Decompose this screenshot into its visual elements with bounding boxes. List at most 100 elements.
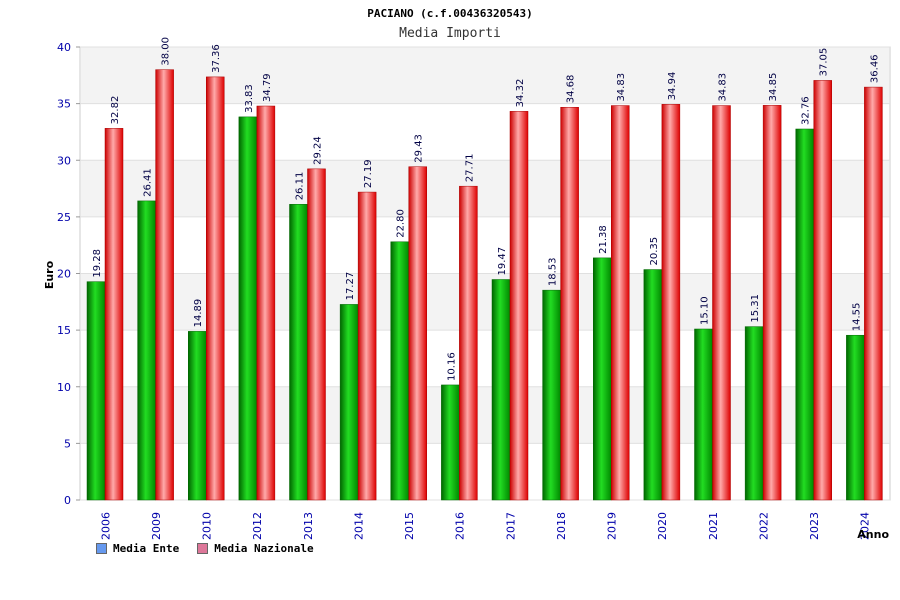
y-axis-ticks: 0 5 10 15 20 25 30 35 40 xyxy=(57,41,80,507)
bar-ente-2017 xyxy=(491,279,511,501)
bar-ente-2024 xyxy=(846,334,865,501)
data-label: 19.47 xyxy=(497,247,508,276)
bar-ente-2019 xyxy=(593,257,612,501)
bar-ente-2009 xyxy=(137,200,156,501)
y-tick-label: 20 xyxy=(57,268,71,281)
y-tick-label: 15 xyxy=(57,324,71,337)
data-label: 15.10 xyxy=(700,296,711,325)
data-label: 34.83 xyxy=(616,73,627,102)
data-label: 29.24 xyxy=(313,136,324,165)
data-label: 34.68 xyxy=(566,75,577,104)
x-tick-label: 2019 xyxy=(606,512,619,540)
bar-nazionale-2012 xyxy=(256,105,276,501)
data-label: 14.55 xyxy=(851,303,862,332)
bar-ente-2016 xyxy=(441,384,460,501)
x-tick-label: 2010 xyxy=(201,512,214,540)
data-label: 26.41 xyxy=(143,168,154,197)
bar-ente-2022 xyxy=(744,326,764,501)
x-tick-label: 2018 xyxy=(555,512,568,540)
legend-item-ente: Media Ente xyxy=(96,542,179,555)
bar-nazionale-2017 xyxy=(509,111,529,501)
x-tick-label: 2023 xyxy=(808,512,821,540)
data-label: 10.16 xyxy=(446,352,457,381)
data-label: 14.89 xyxy=(193,299,204,328)
data-label: 32.82 xyxy=(110,96,121,125)
data-label: 21.38 xyxy=(598,225,609,254)
bar-nazionale-2014 xyxy=(357,191,377,501)
bar-nazionale-2021 xyxy=(712,105,731,501)
data-label: 33.83 xyxy=(244,84,255,113)
data-label: 34.94 xyxy=(667,72,678,101)
x-tick-label: 2013 xyxy=(302,512,315,540)
bar-ente-2013 xyxy=(289,204,308,501)
data-label: 15.31 xyxy=(750,294,761,323)
data-label: 34.79 xyxy=(262,73,273,102)
bar-ente-2006 xyxy=(86,281,106,501)
data-label: 27.19 xyxy=(363,159,374,188)
x-axis-ticks: 2006 2009 2010 2012 2013 2014 2015 2016 2017 2018… xyxy=(99,512,871,540)
data-label: 34.32 xyxy=(515,79,526,108)
y-tick-label: 30 xyxy=(57,154,71,167)
data-label: 34.85 xyxy=(768,73,779,102)
x-tick-label: 2014 xyxy=(352,512,365,540)
bar-ente-2010 xyxy=(188,331,207,501)
bar-nazionale-2016 xyxy=(459,185,478,501)
data-label: 26.11 xyxy=(295,172,306,201)
x-tick-label: 2012 xyxy=(251,512,264,540)
y-tick-label: 10 xyxy=(57,381,71,394)
x-tick-label: 2006 xyxy=(99,512,112,540)
bar-nazionale-2022 xyxy=(762,105,782,501)
bar-nazionale-2009 xyxy=(155,69,174,501)
bar-ente-2012 xyxy=(238,116,258,501)
bar-nazionale-2010 xyxy=(206,76,225,501)
data-label: 34.83 xyxy=(718,73,729,102)
legend-swatch-ente xyxy=(96,543,107,554)
x-tick-label: 2024 xyxy=(859,512,872,540)
x-axis-label: Anno xyxy=(857,528,889,541)
bar-ente-2018 xyxy=(542,289,561,501)
data-label: 29.43 xyxy=(414,134,425,163)
x-tick-label: 2022 xyxy=(757,512,770,540)
data-label: 27.71 xyxy=(464,154,475,183)
data-label: 19.28 xyxy=(92,249,103,278)
data-label: 37.05 xyxy=(819,48,830,77)
x-tick-label: 2017 xyxy=(504,512,517,540)
y-tick-label: 40 xyxy=(57,41,71,54)
bar-nazionale-2019 xyxy=(611,105,630,501)
chart-title: PACIANO (c.f.00436320543) xyxy=(367,7,533,20)
bar-nazionale-2020 xyxy=(661,104,681,501)
legend-label-nazionale: Media Nazionale xyxy=(214,542,314,555)
x-tick-label: 2009 xyxy=(150,512,163,540)
bar-nazionale-2024 xyxy=(864,86,883,501)
bar-ente-2021 xyxy=(694,328,713,501)
bar-nazionale-2015 xyxy=(408,166,427,501)
legend-swatch-nazionale xyxy=(197,543,209,554)
x-tick-label: 2021 xyxy=(707,512,720,540)
data-label: 38.00 xyxy=(161,37,172,66)
bar-nazionale-2013 xyxy=(307,168,326,501)
data-label: 17.27 xyxy=(345,272,356,301)
y-tick-label: 0 xyxy=(64,494,71,507)
bar-nazionale-2006 xyxy=(104,128,124,501)
bar-ente-2020 xyxy=(643,269,663,501)
data-label: 20.35 xyxy=(649,237,660,266)
x-tick-label: 2020 xyxy=(656,512,669,540)
bars-group: 19.28 32.82 26.41 38.00 14.89 37.36 33.83 34.79… xyxy=(86,37,883,501)
bar-nazionale-2018 xyxy=(560,106,579,501)
y-tick-label: 35 xyxy=(57,98,71,111)
y-tick-label: 25 xyxy=(57,211,71,224)
bar-ente-2014 xyxy=(339,304,359,501)
legend: Media Ente Media Nazionale xyxy=(96,542,314,555)
x-tick-label: 2016 xyxy=(454,512,467,540)
bar-nazionale-2023 xyxy=(813,80,832,501)
data-label: 22.80 xyxy=(396,209,407,238)
legend-item-nazionale: Media Nazionale xyxy=(197,542,314,555)
data-label: 36.46 xyxy=(869,54,880,83)
x-tick-label: 2015 xyxy=(403,512,416,540)
legend-label-ente: Media Ente xyxy=(113,542,180,555)
y-axis-label: Euro xyxy=(43,260,56,289)
data-label: 32.76 xyxy=(801,96,812,125)
bar-ente-2023 xyxy=(795,128,814,501)
bar-ente-2015 xyxy=(390,241,409,501)
